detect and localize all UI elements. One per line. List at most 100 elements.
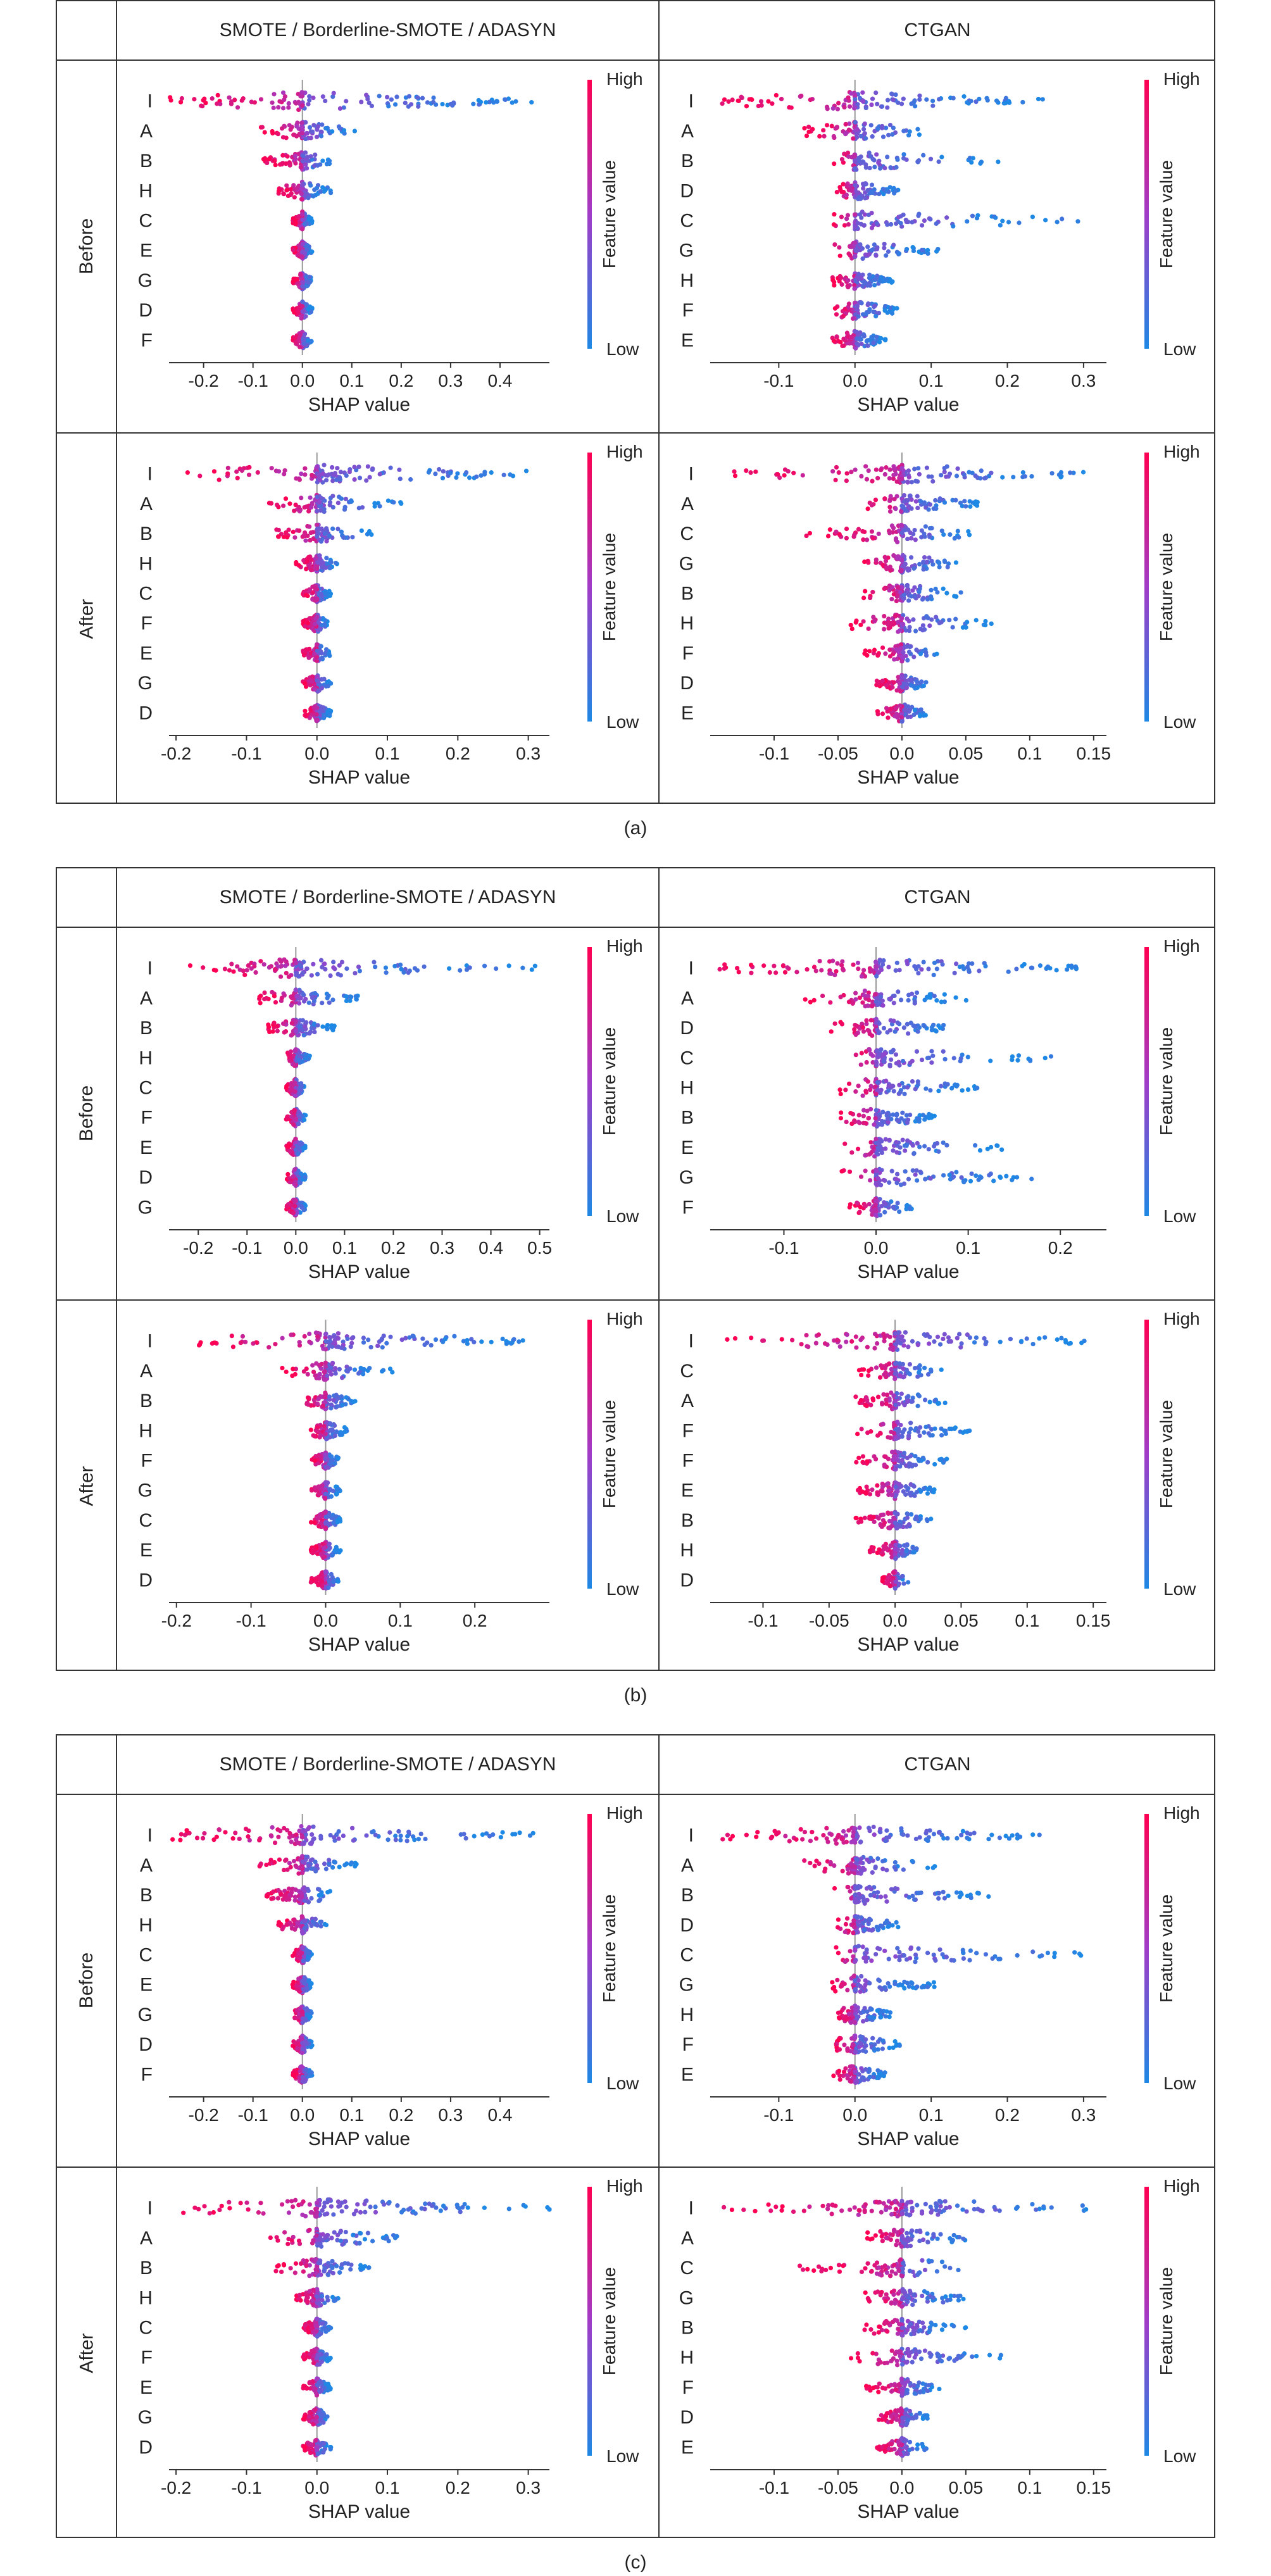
shap-point (832, 972, 837, 978)
x-tick-label: 0.1 (332, 1238, 357, 1258)
shap-point (508, 472, 513, 477)
shap-point (329, 560, 334, 565)
shap-point (309, 973, 314, 978)
shap-point (953, 560, 958, 565)
shap-point (853, 166, 858, 171)
shap-point (300, 304, 305, 309)
shap-point (1042, 1056, 1048, 1061)
shap-point (909, 991, 915, 996)
shap-point (846, 999, 851, 1004)
shap-point (299, 227, 305, 232)
shap-point (873, 1059, 879, 1064)
shap-point (904, 508, 909, 513)
shap-point (277, 957, 282, 962)
shap-point (846, 1081, 852, 1086)
shap-point (722, 962, 727, 967)
shap-point (799, 93, 804, 99)
shap-point (306, 216, 312, 222)
feature-label: I (689, 464, 694, 485)
shap-point (968, 1179, 974, 1184)
shap-point (268, 501, 274, 506)
shap-point (965, 620, 970, 625)
shap-point (886, 1120, 891, 1125)
shap-point (910, 704, 915, 710)
shap-point (323, 1364, 329, 1369)
shap-point (846, 285, 851, 290)
shap-point (292, 508, 297, 513)
shap-point (289, 1021, 294, 1026)
shap-point (909, 535, 914, 541)
shap-point (303, 150, 308, 155)
shap-point (301, 1369, 306, 1374)
shap-point (863, 1004, 868, 1009)
shap-point (874, 1151, 879, 1156)
shap-point (867, 165, 872, 171)
shap-point (296, 99, 301, 104)
shap-point (894, 960, 899, 965)
shap-point (915, 1029, 920, 1034)
shap-point (916, 594, 921, 599)
feature-label: H (680, 613, 694, 634)
shap-point (931, 1144, 937, 1149)
shap-point (899, 509, 904, 514)
shap-point (853, 224, 858, 229)
shap-point (917, 589, 922, 594)
shap-point (877, 1021, 882, 1026)
shap-point (916, 971, 921, 976)
shap-point (299, 90, 305, 95)
feature-label: G (679, 553, 694, 574)
shap-point (479, 1339, 484, 1344)
shap-point (901, 96, 906, 101)
x-axis-label: SHAP value (308, 1634, 410, 1655)
shap-point (359, 528, 364, 534)
shap-point (996, 159, 1001, 165)
shap-point (234, 469, 239, 474)
shap-point (896, 989, 901, 994)
shap-point (811, 997, 817, 1003)
feature-label: D (680, 1018, 694, 1039)
shap-point (327, 651, 332, 656)
column-divider (658, 868, 660, 1670)
shap-point (292, 1047, 297, 1053)
shap-point (819, 968, 824, 973)
shap-point (928, 216, 933, 222)
shap-point (314, 134, 320, 139)
shap-point (899, 674, 905, 679)
shap-point (293, 960, 298, 965)
shap-point (299, 1141, 304, 1146)
shap-point (852, 212, 858, 217)
feature-label: B (681, 151, 694, 172)
shap-point (891, 1112, 896, 1117)
feature-label: A (140, 988, 153, 1009)
shap-point (844, 526, 849, 532)
shap-point (877, 1052, 882, 1057)
shap-point (868, 1087, 873, 1092)
shap-point (875, 1002, 880, 1008)
shap-point (941, 1049, 946, 1054)
shap-point (898, 220, 903, 226)
shap-point (892, 621, 897, 626)
shap-point (307, 524, 312, 529)
shap-point (869, 182, 875, 187)
shap-point (893, 92, 898, 97)
shap-point (275, 963, 280, 969)
shap-point (289, 191, 294, 196)
x-tick-label: 0.15 (1077, 744, 1111, 763)
shap-point (889, 1116, 894, 1122)
shap-point (839, 215, 844, 220)
shap-point (859, 341, 864, 346)
shap-point (322, 961, 327, 966)
shap-point (856, 966, 861, 972)
shap-point (314, 185, 320, 191)
shap-point (299, 120, 304, 125)
shap-point (861, 1029, 867, 1034)
shap-point (749, 97, 754, 103)
shap-point (913, 1024, 918, 1029)
shap-point (344, 994, 349, 999)
shap-point (872, 187, 877, 192)
shap-point (338, 973, 343, 978)
shap-point (802, 126, 807, 131)
shap-point (329, 1365, 334, 1370)
shap-point (1006, 969, 1011, 974)
shap-point (849, 626, 855, 632)
